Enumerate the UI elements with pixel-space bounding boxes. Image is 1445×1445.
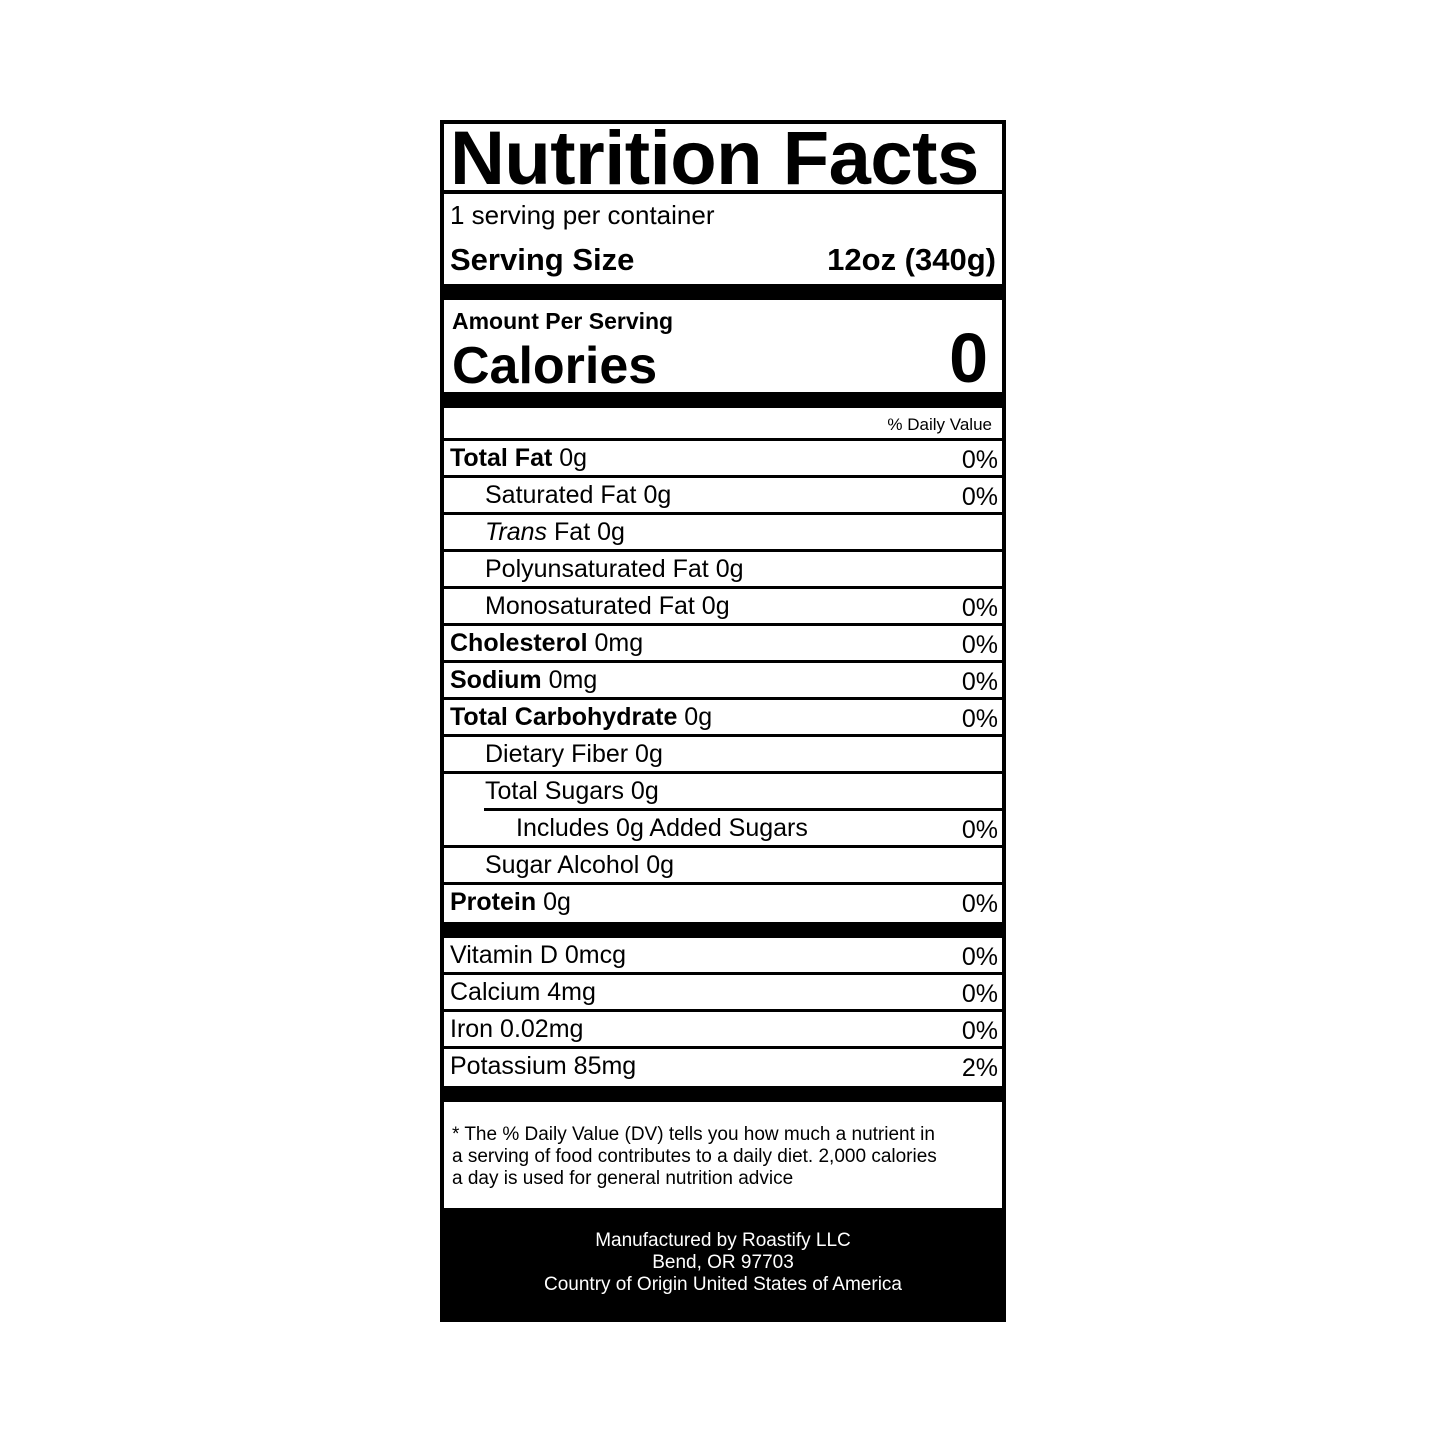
serving-size-value: 12oz (340g) bbox=[827, 242, 996, 277]
footer-line: Bend, OR 97703 bbox=[652, 1252, 794, 1273]
nutrient-row: Monosaturated Fat 0g 0% bbox=[444, 589, 1002, 626]
daily-value: 0% bbox=[961, 631, 998, 659]
nutrient-row: Calcium 4mg 0% bbox=[444, 975, 1002, 1012]
daily-value: 0% bbox=[961, 483, 998, 511]
vitamin-rows: Vitamin D 0mcg 0% Calcium 4mg 0% Iron 0.02mg… bbox=[444, 938, 1002, 1086]
daily-value: 0% bbox=[961, 816, 998, 844]
nutrition-label: Nutrition Facts 1 serving per container … bbox=[440, 120, 1006, 1322]
nutrient-name: Polyunsaturated Fat bbox=[485, 555, 709, 583]
nutrient-row: Total Carbohydrate 0g 0% bbox=[444, 700, 1002, 737]
nutrient-row: Sodium 0mg 0% bbox=[444, 663, 1002, 700]
daily-value: 0% bbox=[961, 705, 998, 733]
footnote: * The % Daily Value (DV) tells you how m… bbox=[444, 1102, 1002, 1208]
nutrient-name: Trans bbox=[485, 518, 548, 546]
nutrient-name: Vitamin D bbox=[450, 941, 558, 969]
nutrient-name: Total Fat bbox=[450, 444, 553, 472]
nutrient-amount: 0g bbox=[684, 703, 713, 731]
nutrient-row: Cholesterol 0mg 0% bbox=[444, 626, 1002, 663]
nutrient-amount: Fat 0g bbox=[554, 518, 625, 546]
nutrient-name: Monosaturated Fat bbox=[485, 592, 695, 620]
footnote-line: * The % Daily Value (DV) tells you how m… bbox=[452, 1124, 935, 1145]
nutrient-row: Polyunsaturated Fat 0g bbox=[444, 552, 1002, 589]
nutrient-row: Dietary Fiber 0g bbox=[444, 737, 1002, 774]
daily-value: 0% bbox=[961, 980, 998, 1008]
nutrient-row: Total Sugars 0g bbox=[444, 774, 1002, 811]
calories-value: 0 bbox=[949, 319, 988, 397]
nutrient-row: Saturated Fat 0g 0% bbox=[444, 478, 1002, 515]
amount-per-serving: Amount Per Serving bbox=[452, 308, 674, 334]
nutrient-row: Total Fat 0g 0% bbox=[444, 441, 1002, 478]
serving-info: 1 serving per container Serving Size 12oz… bbox=[444, 194, 1002, 284]
nutrient-amount: 0g bbox=[635, 740, 663, 768]
thick-rule bbox=[444, 922, 1002, 938]
daily-value: 0% bbox=[961, 943, 998, 971]
daily-value-header: % Daily Value bbox=[444, 408, 1002, 441]
nutrient-name: Includes 0g Added Sugars bbox=[516, 814, 808, 842]
daily-value: 0% bbox=[961, 890, 998, 918]
calories-label: Calories bbox=[452, 337, 658, 395]
footer-line: Country of Origin United States of Ameri… bbox=[544, 1274, 902, 1295]
nutrient-amount: 0.02mg bbox=[500, 1015, 584, 1043]
nutrient-name: Protein bbox=[450, 888, 537, 916]
nutrient-row: Trans Fat 0g bbox=[444, 515, 1002, 552]
nutrient-name: Cholesterol bbox=[450, 629, 588, 657]
nutrient-name: Total Sugars bbox=[485, 777, 624, 805]
nutrient-name: Calcium bbox=[450, 978, 541, 1006]
nutrient-name: Sugar Alcohol bbox=[485, 851, 640, 879]
nutrient-row: Vitamin D 0mcg 0% bbox=[444, 938, 1002, 975]
nutrient-amount: 0mg bbox=[548, 666, 598, 694]
nutrient-amount: 0g bbox=[646, 851, 675, 879]
nutrient-amount: 0g bbox=[543, 888, 571, 916]
nutrient-row: Sugar Alcohol 0g bbox=[444, 848, 1002, 885]
daily-value: 0% bbox=[961, 668, 998, 696]
nutrient-amount: 0mcg bbox=[564, 941, 627, 969]
nutrient-amount: 0g bbox=[715, 555, 744, 583]
nutrient-amount: 0g bbox=[630, 777, 659, 805]
nutrient-amount: 0mg bbox=[594, 629, 644, 657]
daily-value: 0% bbox=[961, 1017, 998, 1045]
thick-rule bbox=[444, 392, 1002, 408]
nutrient-row: Potassium 85mg 2% bbox=[444, 1049, 1002, 1086]
nutrient-amount: 85mg bbox=[573, 1052, 637, 1080]
nutrient-amount: 0g bbox=[643, 481, 672, 509]
nutrient-row: Iron 0.02mg 0% bbox=[444, 1012, 1002, 1049]
footnote-line: a serving of food contributes to a daily… bbox=[452, 1146, 937, 1167]
thick-rule bbox=[444, 1086, 1002, 1102]
nutrient-row: Includes 0g Added Sugars 0% bbox=[444, 808, 1002, 848]
title: Nutrition Facts bbox=[444, 124, 1002, 194]
nutrient-name: Dietary Fiber bbox=[485, 740, 629, 768]
nutrient-name: Total Carbohydrate bbox=[450, 703, 678, 731]
nutrient-rows: Total Fat 0g 0% Saturated Fat 0g 0% Trans Fa… bbox=[444, 441, 1002, 922]
nutrient-amount: 4mg bbox=[547, 978, 596, 1006]
calories-block: Amount Per Serving Calories 0 bbox=[444, 300, 1002, 397]
footer-line: Manufactured by Roastify LLC bbox=[595, 1230, 851, 1251]
serving-size: Serving Size 12oz (340g) bbox=[450, 242, 996, 278]
thick-rule bbox=[444, 284, 1002, 300]
nutrient-amount: 0g bbox=[701, 592, 730, 620]
nutrient-name: Saturated Fat bbox=[485, 481, 637, 509]
nutrient-row: Protein 0g 0% bbox=[444, 885, 1002, 922]
serving-size-label: Serving Size bbox=[450, 242, 635, 277]
nutrient-amount: 0g bbox=[559, 444, 588, 472]
manufacturer: Manufactured by Roastify LLC Bend, OR 977… bbox=[444, 1208, 1002, 1318]
nutrient-name: Sodium bbox=[450, 666, 542, 694]
daily-value: 0% bbox=[961, 594, 998, 622]
daily-value: 2% bbox=[961, 1054, 998, 1082]
servings: 1 serving per container bbox=[450, 200, 715, 230]
nutrient-name: Iron bbox=[450, 1015, 494, 1043]
nutrient-name: Potassium bbox=[450, 1052, 567, 1080]
daily-value: 0% bbox=[961, 446, 998, 474]
footnote-line: a day is used for general nutrition advi… bbox=[452, 1168, 794, 1189]
